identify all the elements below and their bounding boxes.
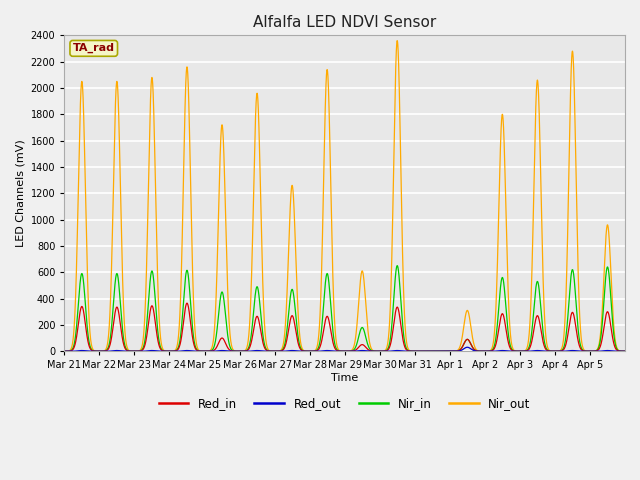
Nir_in <box>526 340 534 346</box>
Nir_out <box>499 112 506 118</box>
Nir_out <box>396 102 403 108</box>
Nir_in <box>177 333 184 339</box>
Red_in <box>621 348 629 354</box>
Red_out <box>499 348 506 353</box>
Nir_in <box>61 348 68 354</box>
Nir_in <box>365 346 373 351</box>
Nir_in <box>396 280 403 286</box>
Nir_out <box>61 348 68 354</box>
Red_out <box>365 348 373 354</box>
Red_out <box>61 348 68 354</box>
Red_out <box>396 348 403 354</box>
Nir_out <box>621 348 629 354</box>
Red_in <box>541 344 548 350</box>
Red_out <box>541 348 548 354</box>
Nir_in <box>394 263 401 268</box>
Red_in <box>429 348 436 354</box>
Red_in <box>183 300 191 306</box>
Line: Red_in: Red_in <box>65 303 625 351</box>
Red_out <box>428 348 436 354</box>
Nir_out <box>429 348 436 354</box>
Red_in <box>177 339 184 345</box>
Red_out <box>177 348 184 354</box>
Nir_out <box>365 339 373 345</box>
Nir_out <box>394 38 401 44</box>
Red_out <box>621 348 629 354</box>
Text: TA_rad: TA_rad <box>73 43 115 53</box>
Nir_in <box>541 340 548 346</box>
Line: Nir_in: Nir_in <box>65 265 625 351</box>
Red_in <box>526 344 534 350</box>
Line: Red_out: Red_out <box>65 347 625 351</box>
Line: Nir_out: Nir_out <box>65 41 625 351</box>
Nir_out <box>541 317 548 323</box>
Red_in <box>365 348 373 353</box>
Nir_in <box>499 275 506 281</box>
Nir_out <box>177 295 184 301</box>
Red_in <box>61 348 68 354</box>
Title: Alfalfa LED NDVI Sensor: Alfalfa LED NDVI Sensor <box>253 15 436 30</box>
Red_in <box>499 311 506 317</box>
Red_in <box>396 313 403 319</box>
Legend: Red_in, Red_out, Nir_in, Nir_out: Red_in, Red_out, Nir_in, Nir_out <box>154 392 536 415</box>
Y-axis label: LED Channels (mV): LED Channels (mV) <box>15 139 25 247</box>
Nir_in <box>429 348 436 354</box>
Red_out <box>526 348 534 354</box>
Nir_out <box>526 315 534 321</box>
X-axis label: Time: Time <box>331 373 358 383</box>
Red_out <box>463 344 471 350</box>
Nir_in <box>621 348 629 354</box>
